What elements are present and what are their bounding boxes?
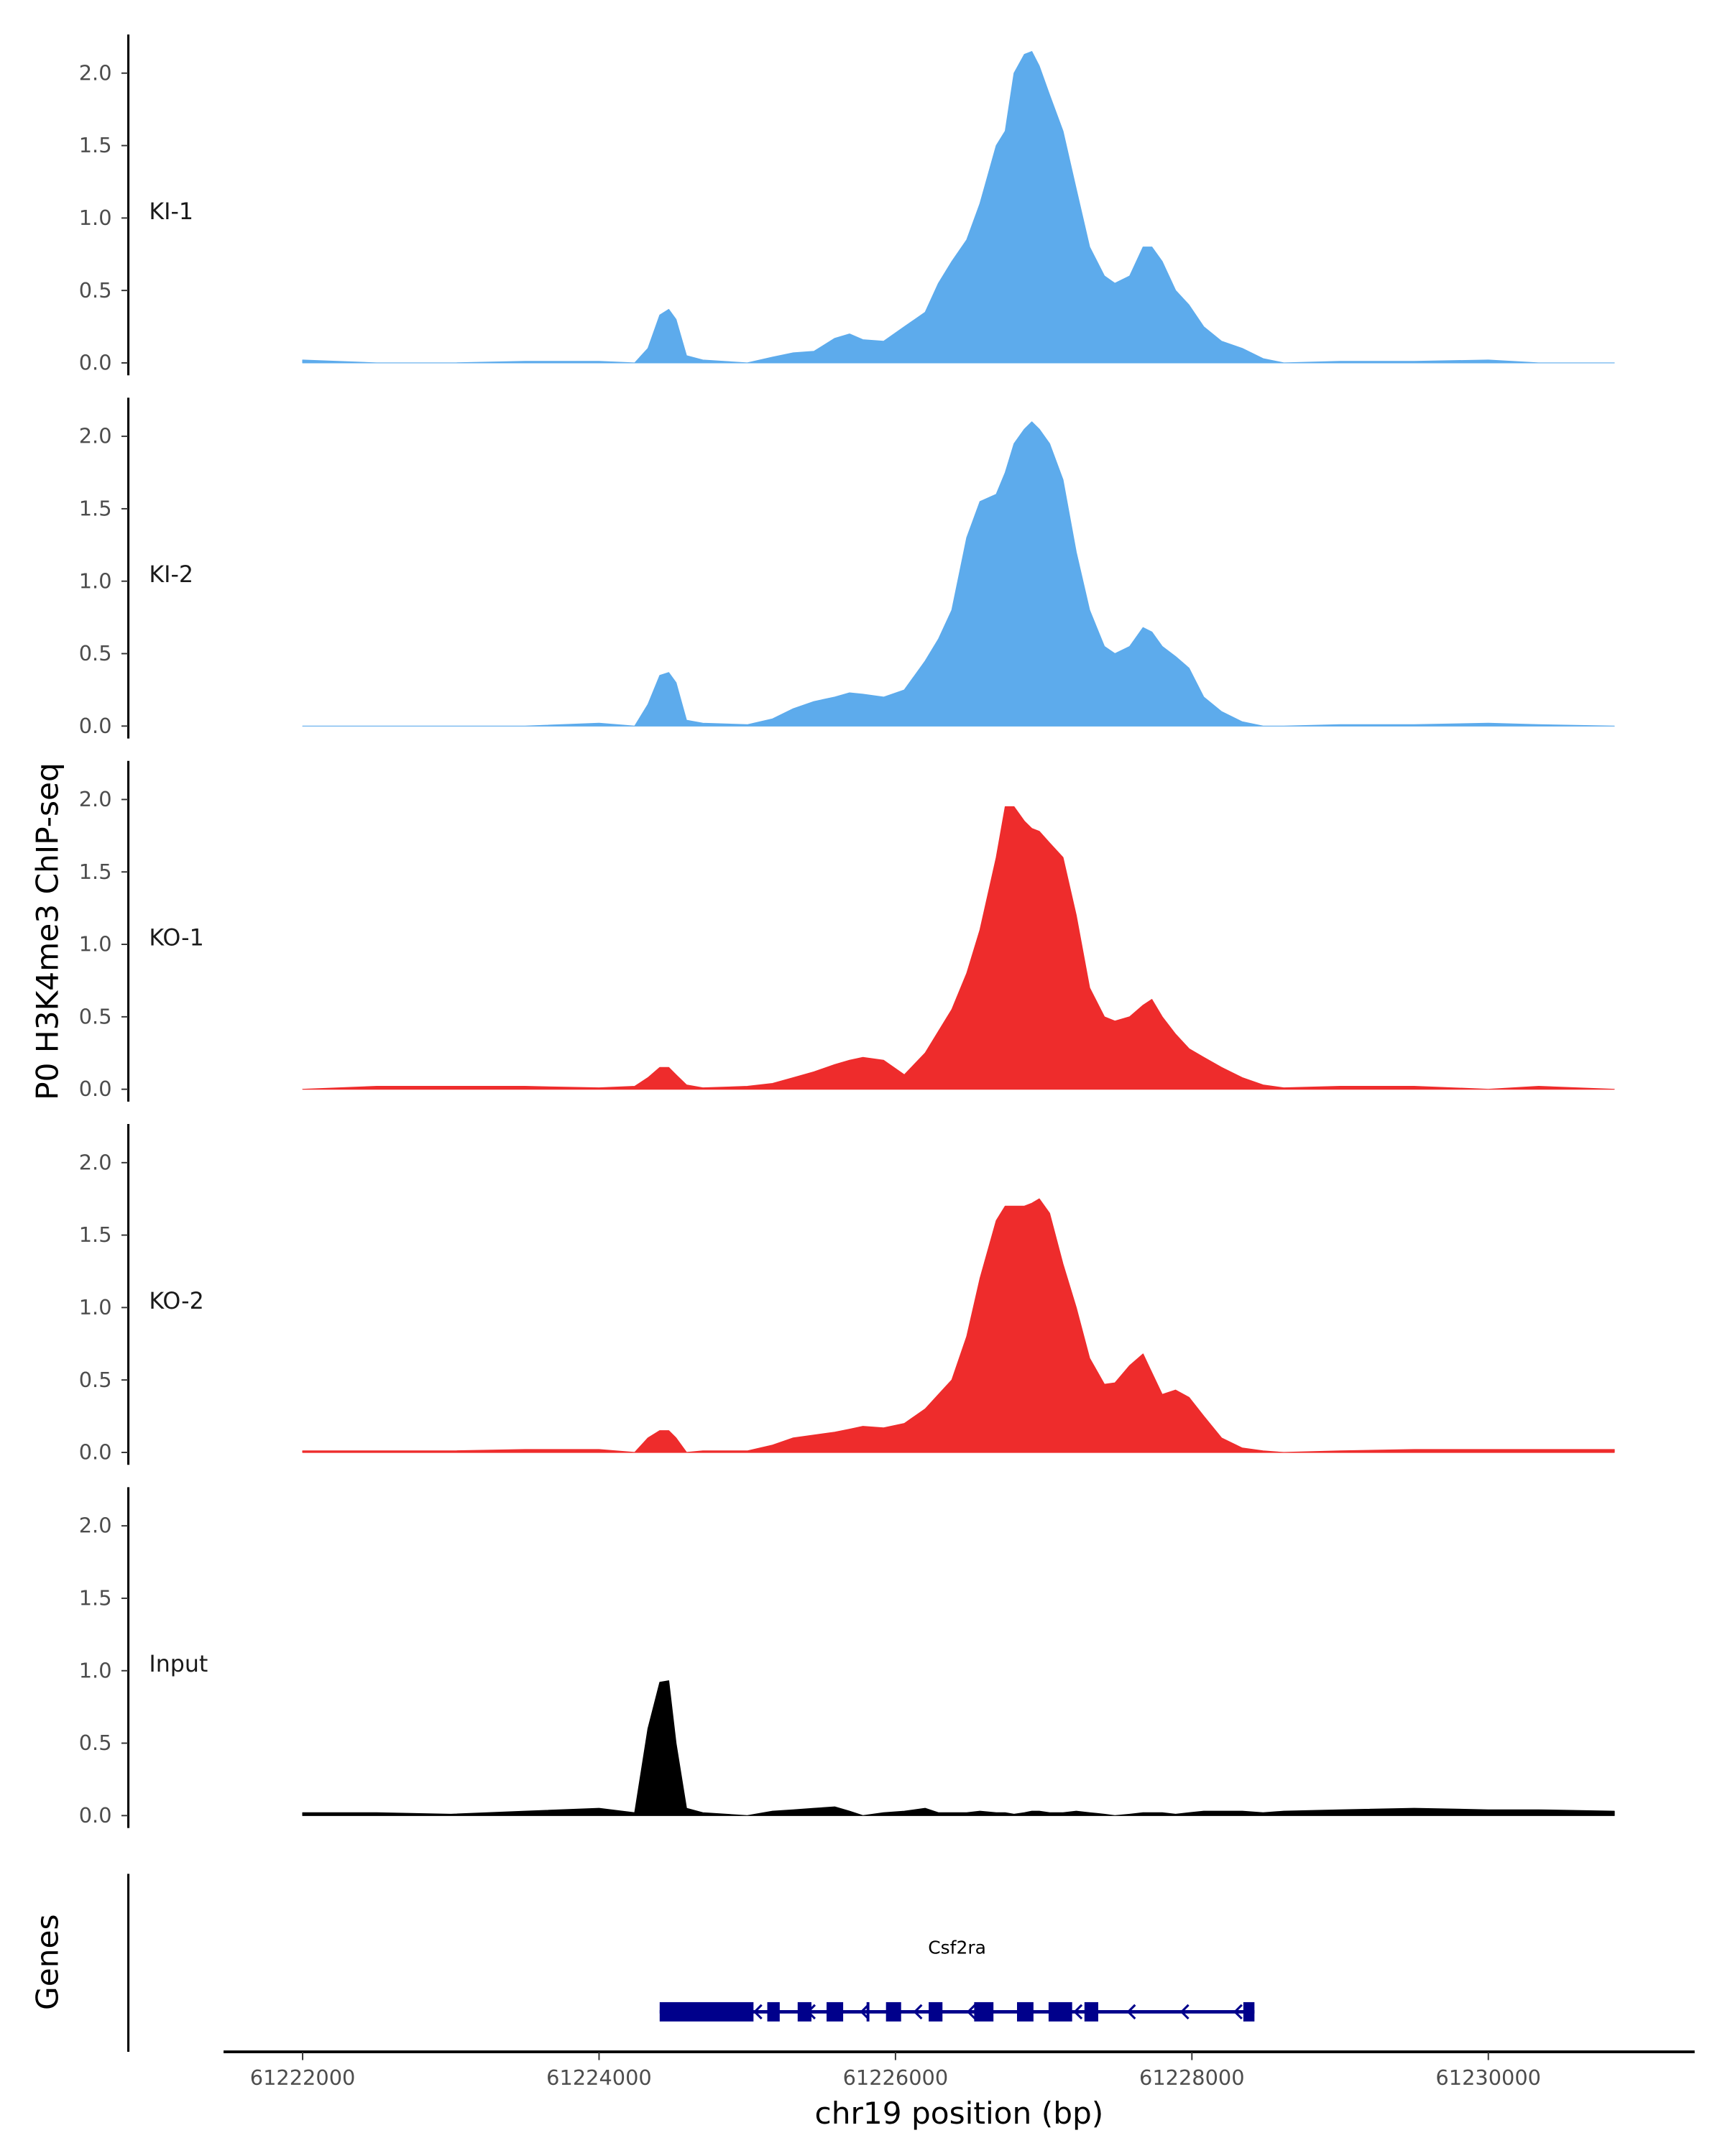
- y-tick-label: 1.5: [79, 133, 112, 157]
- track-ko-1: 0.0 0.5 1.0 1.5 2.0 KO-1: [79, 760, 1615, 1102]
- y-tick-label: 1.0: [79, 1658, 112, 1682]
- gene-label: Csf2ra: [928, 1938, 986, 1958]
- gene-exon: [886, 2001, 901, 2022]
- y-tick-label: 1.0: [79, 568, 112, 593]
- y-tick-label: 2.0: [79, 424, 112, 448]
- y-tick-label: 0.5: [79, 641, 112, 665]
- y-axis-title: P0 H3K4me3 ChIP-seq: [30, 763, 65, 1100]
- x-tick-label: 61222000: [250, 2065, 356, 2090]
- gene-exon: [974, 2001, 994, 2022]
- coverage-area-ki-2: [302, 421, 1615, 727]
- strand-arrow-icon: [913, 2004, 923, 2020]
- gene-exon: [1016, 2001, 1034, 2022]
- y-tick-label: 1.5: [79, 860, 112, 884]
- x-tick-label: 61224000: [546, 2065, 652, 2090]
- gene-exon: [1084, 2001, 1098, 2022]
- x-tick-label: 61230000: [1435, 2065, 1541, 2090]
- gene-exon: [827, 2001, 844, 2022]
- coverage-area-ko-1: [302, 806, 1615, 1090]
- x-tick-label: 61226000: [843, 2065, 949, 2090]
- y-tick-label: 1.5: [79, 1222, 112, 1247]
- coverage-area-input: [302, 1680, 1615, 1816]
- track-ko-2: 0.0 0.5 1.0 1.5 2.0 KO-2: [79, 1124, 1615, 1465]
- strand-arrow-icon: [1073, 2004, 1083, 2020]
- strand-arrow-icon: [1179, 2004, 1190, 2020]
- coverage-area-ko-2: [302, 1198, 1615, 1453]
- track-label: KO-1: [149, 925, 203, 951]
- x-axis: 61222000 61224000 61226000 61228000 61230000: [224, 2050, 1695, 2090]
- track-label: KO-2: [149, 1289, 203, 1314]
- y-tick-label: 1.0: [79, 932, 112, 957]
- strand-arrow-icon: [1233, 2004, 1243, 2020]
- gene-panel: Csf2ra: [127, 1874, 1255, 2053]
- track-input: 0.0 0.5 1.0 1.5 2.0 Input: [79, 1487, 1615, 1828]
- y-tick-label: 2.0: [79, 60, 112, 85]
- x-tick-label: 61228000: [1139, 2065, 1245, 2090]
- gene-exon: [659, 2001, 754, 2022]
- y-tick-label: 2.0: [79, 1150, 112, 1174]
- gene-exon: [1243, 2001, 1255, 2022]
- track-label: Input: [149, 1651, 208, 1677]
- y-tick-label: 0.5: [79, 278, 112, 303]
- y-tick-label: 1.5: [79, 1586, 112, 1611]
- strand-arrow-icon: [966, 2004, 976, 2020]
- gene-exon: [866, 2001, 870, 2022]
- gene-exon: [1048, 2001, 1072, 2022]
- strand-arrow-icon: [753, 2004, 763, 2020]
- track-ki-1: 0.0 0.5 1.0 1.5 2.0 KI-1: [79, 34, 1615, 376]
- y-tick-label: 0.0: [79, 714, 112, 738]
- y-tick-label: 0.0: [79, 1803, 112, 1828]
- track-label: KI-2: [149, 562, 193, 588]
- y-tick-label: 0.5: [79, 1004, 112, 1028]
- y-tick-label: 2.0: [79, 1514, 112, 1538]
- y-tick-label: 0.5: [79, 1368, 112, 1392]
- gene-panel-title: Genes: [30, 1915, 65, 2010]
- track-label: KI-1: [149, 199, 193, 225]
- y-tick-label: 0.0: [79, 1077, 112, 1101]
- x-axis-title: chr19 position (bp): [814, 2096, 1103, 2131]
- y-tick-label: 2.0: [79, 787, 112, 811]
- y-tick-label: 0.5: [79, 1731, 112, 1755]
- y-tick-label: 1.0: [79, 1295, 112, 1319]
- track-panels: 0.00.51.01.52.0KI-10.00.51.01.52.0KI-20.…: [79, 34, 1615, 1828]
- strand-arrow-icon: [860, 2004, 870, 2020]
- y-tick-label: 1.0: [79, 206, 112, 230]
- gene-exon: [797, 2001, 811, 2022]
- y-tick-label: 0.0: [79, 351, 112, 375]
- coverage-area-ki-1: [302, 51, 1615, 364]
- y-tick-label: 0.0: [79, 1440, 112, 1465]
- track-ki-2: 0.0 0.5 1.0 1.5 2.0 KI-2: [79, 397, 1615, 739]
- gene-exon: [767, 2001, 780, 2022]
- strand-arrow-icon: [1126, 2004, 1136, 2020]
- gene-exon: [929, 2001, 943, 2022]
- y-tick-label: 1.5: [79, 497, 112, 521]
